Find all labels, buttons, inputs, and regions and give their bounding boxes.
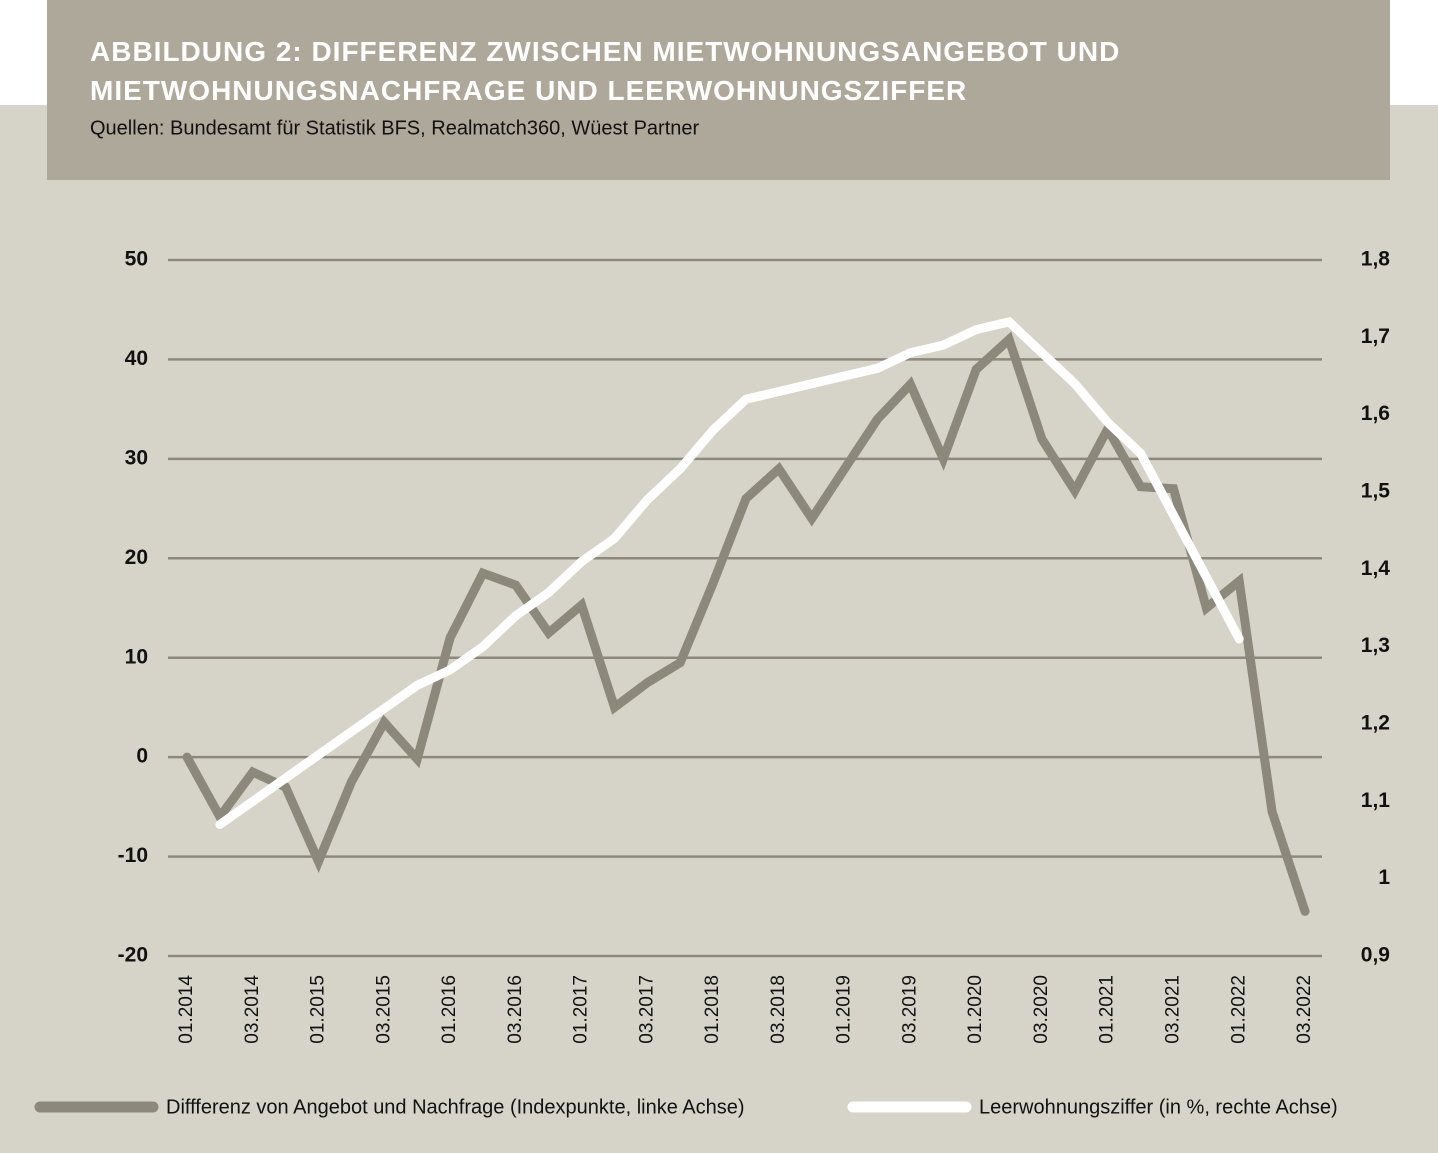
y-tick-label: 30	[125, 446, 148, 469]
legend-label: Leerwohnungsziffer (in %, rechte Achse)	[979, 1096, 1338, 1118]
y-tick-label: 10	[125, 645, 148, 668]
x-tick-label: 01.2020	[965, 975, 986, 1044]
title-box: ABBILDUNG 2: DIFFERENZ ZWISCHEN MIETWOHN…	[90, 36, 1121, 106]
x-tick-label: 03.2020	[1031, 975, 1052, 1044]
y2-tick-label: 1,1	[1361, 789, 1391, 812]
x-tick-label: 03.2019	[899, 975, 920, 1044]
x-tick-label: 01.2015	[308, 975, 329, 1044]
chart-subtitle: Quellen: Bundesamt für Statistik BFS, Re…	[90, 117, 700, 139]
y2-tick-label: 0,9	[1361, 944, 1390, 967]
y2-tick-label: 1,5	[1361, 480, 1391, 503]
y2-tick-label: 1,7	[1361, 325, 1390, 348]
x-tick-label: 01.2018	[702, 975, 723, 1044]
x-tick-label: 03.2018	[768, 975, 789, 1044]
y2-tick-label: 1,6	[1361, 402, 1390, 425]
chart-title: ABBILDUNG 2: DIFFERENZ ZWISCHEN MIETWOHN…	[90, 36, 1121, 106]
header	[47, 0, 1390, 180]
y2-tick-label: 1,3	[1361, 634, 1390, 657]
x-tick-label: 03.2015	[373, 975, 394, 1044]
y2-tick-label: 1,4	[1361, 557, 1391, 580]
x-tick-label: 03.2014	[242, 975, 263, 1044]
x-tick-label: 01.2022	[1228, 975, 1249, 1044]
x-tick-label: 01.2019	[834, 975, 855, 1044]
legend-label: Diffferenz von Angebot und Nachfrage (In…	[166, 1096, 745, 1118]
y2-tick-label: 1	[1378, 866, 1390, 889]
x-tick-label: 01.2016	[439, 975, 460, 1044]
y-tick-label: -10	[118, 844, 148, 867]
y2-tick-label: 1,8	[1361, 248, 1391, 271]
y2-tick-label: 1,2	[1361, 712, 1390, 735]
y-tick-label: 50	[125, 248, 148, 271]
series-line	[182, 331, 1310, 916]
x-tick-label: 03.2017	[636, 975, 657, 1044]
series-line	[215, 316, 1244, 829]
x-tick-label: 01.2017	[571, 975, 592, 1044]
y-tick-label: 0	[136, 745, 148, 768]
chart-bg	[0, 105, 1438, 1153]
y-tick-label: 20	[125, 546, 148, 569]
y-tick-label: 40	[125, 347, 148, 370]
x-tick-label: 03.2021	[1162, 975, 1183, 1044]
y-tick-label: -20	[118, 944, 148, 967]
x-tick-label: 01.2021	[1097, 975, 1118, 1044]
x-tick-label: 03.2016	[505, 975, 526, 1044]
x-tick-label: 01.2014	[176, 975, 197, 1044]
x-tick-label: 03.2022	[1294, 975, 1315, 1044]
